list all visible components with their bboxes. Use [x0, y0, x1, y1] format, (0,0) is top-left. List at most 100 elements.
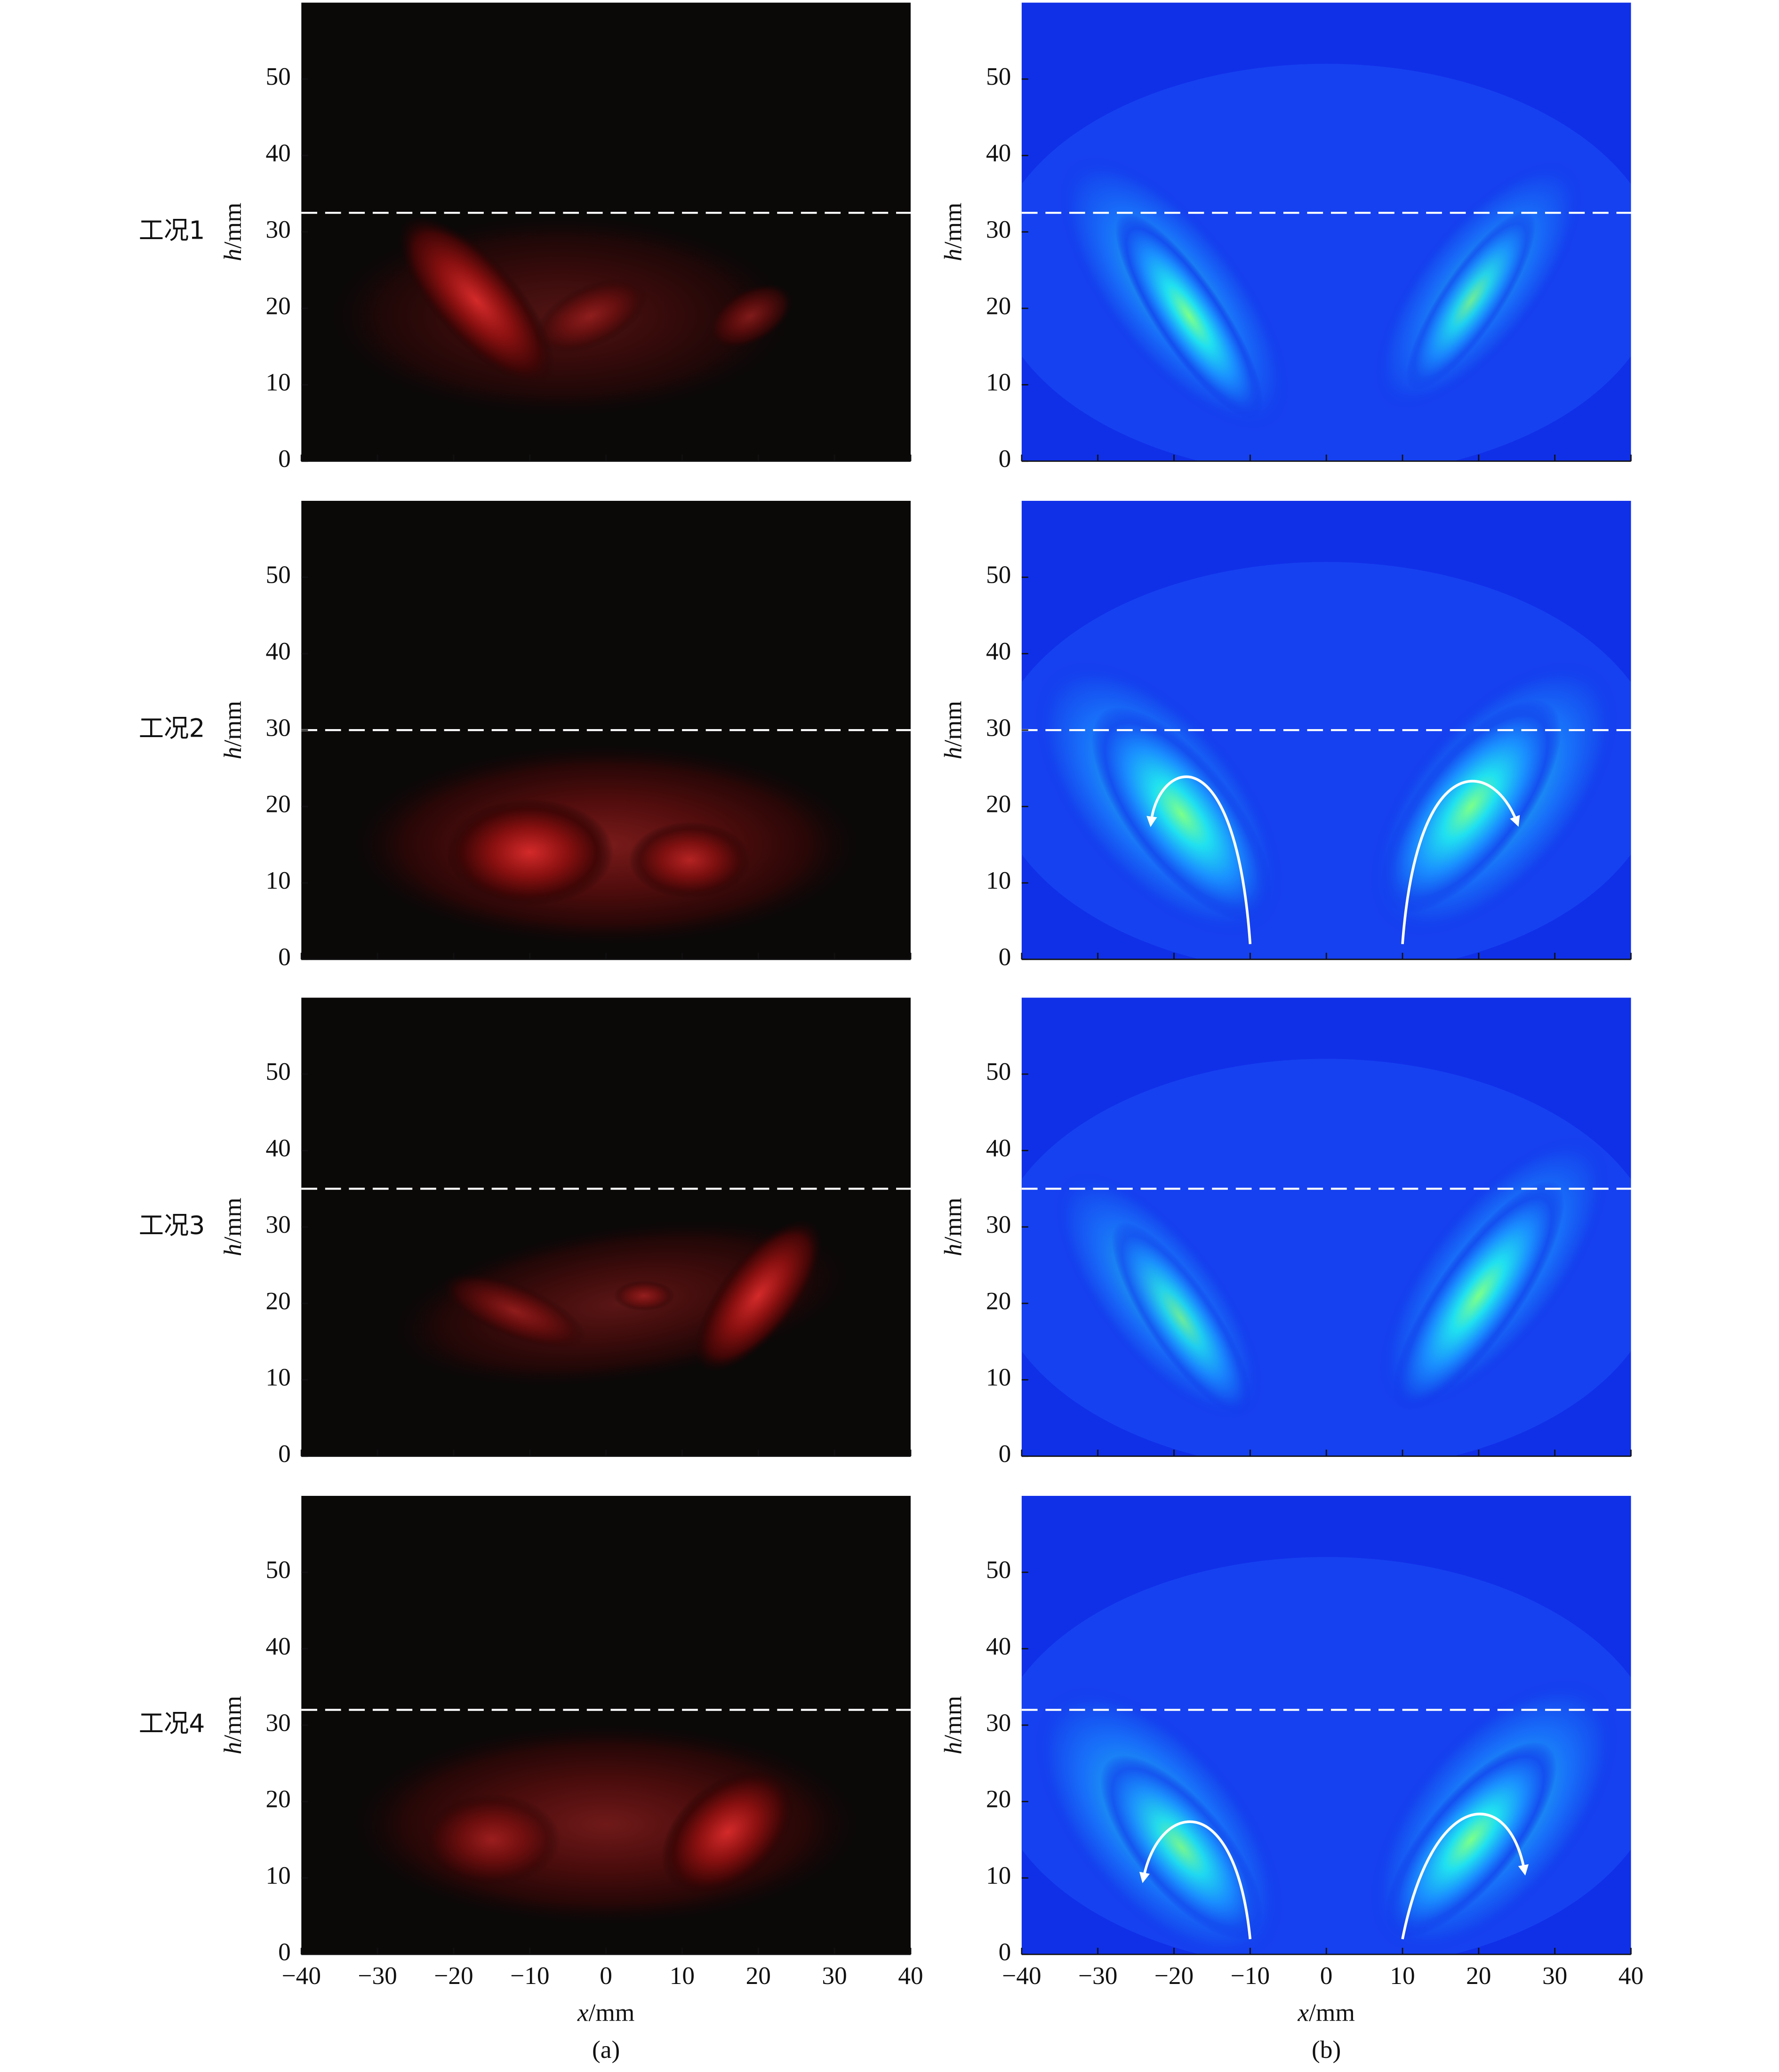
y-tick-label: 50 [986, 1057, 1011, 1085]
x-tick-label: 10 [1390, 1961, 1415, 1990]
y-tick-label: 10 [986, 368, 1011, 396]
intensity-blob [629, 821, 751, 899]
x-tick-label: 40 [898, 1961, 923, 1990]
heatmap-image [1021, 1557, 1631, 1955]
row-label: 工况4 [139, 1709, 205, 1738]
y-tick-label: 50 [265, 62, 290, 90]
y-tick-label: 0 [999, 1937, 1011, 1966]
y-tick-label: 0 [999, 1439, 1011, 1468]
intensity-blob [1100, 1755, 1263, 1940]
heatmap-image [394, 1220, 848, 1386]
y-tick-label: 30 [986, 215, 1011, 243]
y-tick-label: 30 [265, 215, 290, 243]
x-tick-label: 30 [822, 1961, 847, 1990]
y-tick-label: 40 [265, 1134, 290, 1162]
y-tick-label: 40 [265, 1632, 290, 1660]
x-tick-label: −30 [1078, 1961, 1117, 1990]
heatmap-panel: 0 10 20 30 40 50 h/mm 工况2 [139, 501, 912, 971]
panel-label: (a) [592, 2035, 620, 2064]
y-tick-label: 0 [278, 1439, 291, 1468]
intensity-blob [1406, 210, 1536, 391]
row-label: 工况1 [139, 215, 205, 245]
x-tick-label: −10 [510, 1961, 549, 1990]
heatmap-image [1021, 1059, 1631, 1456]
intensity-blob [1115, 213, 1263, 419]
intensity-blob [613, 1280, 675, 1311]
y-tick-label: 30 [265, 1210, 290, 1238]
panel-background [301, 997, 911, 1456]
y-tick-label: 10 [265, 1861, 290, 1889]
heatmap-image [354, 745, 857, 944]
y-tick-label: 40 [986, 1632, 1011, 1660]
y-tick-label: 50 [265, 1057, 290, 1085]
y-tick-label: 20 [265, 1785, 290, 1813]
row-label: 工况2 [139, 714, 205, 743]
y-axis-label: h/mm [218, 1197, 247, 1256]
intensity-blob [694, 1220, 822, 1372]
flow-arrow [1146, 775, 1252, 944]
heatmap-image [354, 1725, 857, 1924]
y-tick-label: 10 [986, 1861, 1011, 1889]
heatmap-image [1021, 64, 1631, 461]
y-tick-label: 0 [278, 444, 291, 473]
x-tick-label: 20 [1466, 1961, 1491, 1990]
intensity-blob [661, 1770, 794, 1895]
y-tick-label: 40 [986, 1134, 1011, 1162]
y-axis-label: h/mm [218, 1696, 247, 1754]
y-tick-label: 40 [986, 139, 1011, 167]
y-tick-label: 10 [986, 866, 1011, 894]
y-tick-label: 50 [986, 561, 1011, 589]
x-tick-label: 10 [670, 1961, 695, 1990]
intensity-blob [423, 1794, 561, 1886]
x-tick-label: 0 [600, 1961, 612, 1990]
intensity-blob [443, 1273, 586, 1349]
y-axis-label: h/mm [218, 701, 247, 759]
intensity-blob [446, 799, 614, 906]
x-tick-label: 30 [1542, 1961, 1567, 1990]
intensity-blob [1112, 1222, 1252, 1415]
x-axis-label: x/mm [577, 1999, 634, 2027]
x-tick-label: −30 [358, 1961, 397, 1990]
y-tick-label: 10 [265, 1363, 290, 1391]
y-axis-label: h/mm [939, 1197, 967, 1256]
y-axis-label: h/mm [939, 701, 967, 759]
y-tick-label: 10 [265, 866, 290, 894]
y-tick-label: 40 [265, 637, 290, 665]
intensity-blob [1091, 707, 1272, 922]
x-tick-label: −20 [434, 1961, 473, 1990]
x-tick-label: 20 [746, 1961, 771, 1990]
heatmap-panel: 0 10 20 30 40 50 h/mm [939, 2, 1632, 473]
x-tick-label: −10 [1231, 1961, 1270, 1990]
intensity-blob [1385, 1742, 1557, 1938]
y-tick-label: 20 [986, 291, 1011, 320]
y-tick-label: 20 [986, 1785, 1011, 1813]
y-tick-label: 30 [265, 713, 290, 741]
y-axis-label: h/mm [939, 1696, 967, 1754]
y-tick-label: 30 [265, 1708, 290, 1736]
y-tick-label: 20 [986, 790, 1011, 818]
intensity-blob [399, 217, 555, 385]
y-tick-label: 30 [986, 1210, 1011, 1238]
heatmap-panel: 0 10 20 30 40 50 h/mm 工况3 [139, 997, 912, 1468]
y-tick-label: 50 [986, 1556, 1011, 1584]
flow-arrow [1401, 780, 1520, 944]
y-tick-label: 0 [278, 942, 291, 971]
intensity-blob [534, 278, 648, 354]
y-tick-label: 30 [986, 713, 1011, 741]
heatmap-image [332, 217, 793, 416]
y-tick-label: 40 [265, 139, 290, 167]
x-tick-label: 40 [1619, 1961, 1643, 1990]
heatmap-panel: 0 10 20 30 40 50 h/mm [939, 501, 1632, 971]
y-tick-label: 0 [999, 942, 1011, 971]
x-tick-label: 0 [1320, 1961, 1333, 1990]
y-tick-label: 50 [986, 62, 1011, 90]
panel-label: (b) [1312, 2035, 1341, 2064]
row-label: 工况3 [139, 1210, 205, 1240]
y-tick-label: 10 [265, 368, 290, 396]
y-tick-label: 40 [986, 637, 1011, 665]
heatmap-panel: 0 10 20 30 40 50 h/mm [939, 997, 1632, 1468]
y-tick-label: 0 [278, 1937, 291, 1966]
y-tick-label: 20 [265, 790, 290, 818]
x-tick-label: −40 [1002, 1961, 1041, 1990]
